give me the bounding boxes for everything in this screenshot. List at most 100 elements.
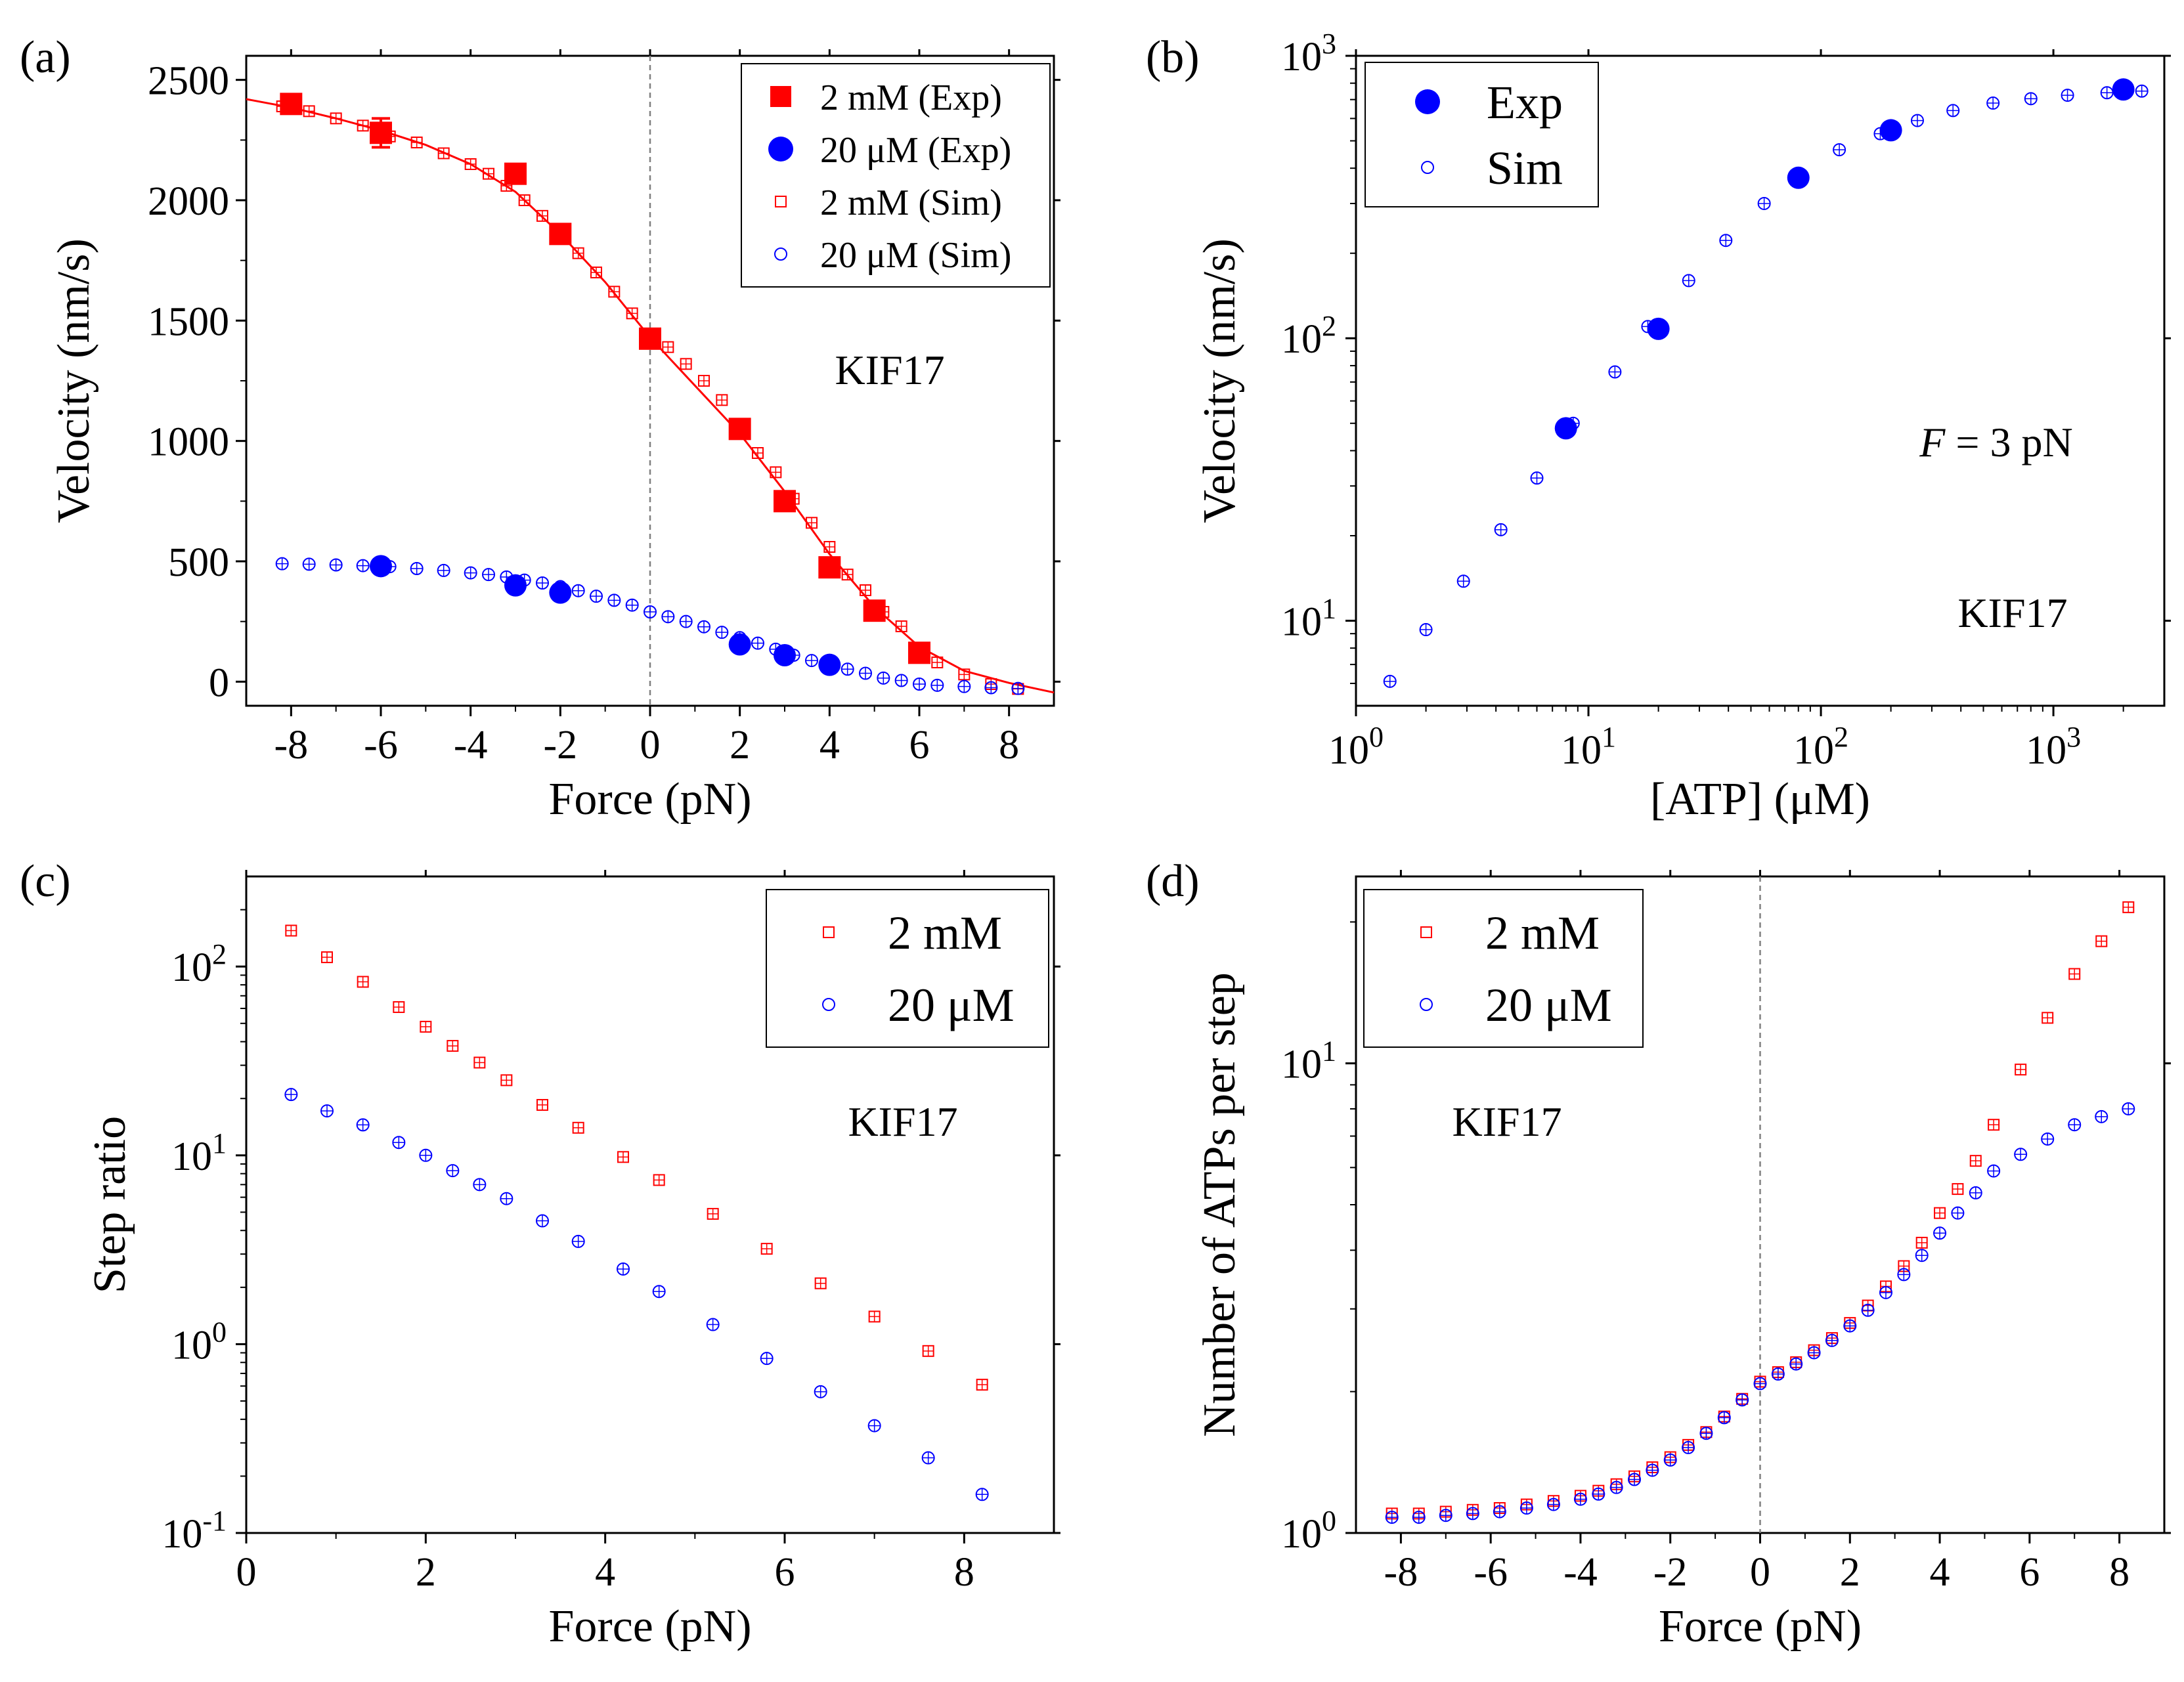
x-tick-label: 8 xyxy=(954,1550,974,1595)
data-point xyxy=(1825,1333,1839,1347)
data-point xyxy=(302,557,316,571)
y-tick-label: 103 xyxy=(1281,28,1336,79)
data-point xyxy=(805,654,818,668)
data-point xyxy=(1879,119,1902,142)
data-point xyxy=(280,93,303,116)
x-tick-label: 6 xyxy=(2019,1550,2040,1595)
legend-box xyxy=(1365,62,1599,207)
data-point xyxy=(1385,1511,1399,1524)
series-20-m xyxy=(284,1088,989,1501)
annotation-kif17: KIF17 xyxy=(848,1098,957,1145)
annotation-force: F = 3 pN xyxy=(1919,419,2072,465)
data-point xyxy=(868,1310,881,1323)
data-point xyxy=(728,418,751,441)
data-point xyxy=(608,286,621,298)
data-point xyxy=(500,1074,513,1087)
panel-label: (d) xyxy=(1146,856,1200,907)
series-20-m xyxy=(1385,1102,2135,1524)
data-point xyxy=(1646,1463,1659,1477)
data-point xyxy=(653,1174,665,1186)
legend-marker xyxy=(1420,926,1432,938)
y-tick-label-base: 10 xyxy=(1281,599,1322,644)
data-point xyxy=(2041,1132,2055,1146)
data-point xyxy=(1946,104,1960,118)
data-point xyxy=(1011,681,1025,695)
data-point xyxy=(662,341,674,353)
data-point xyxy=(2068,968,2081,980)
data-point xyxy=(1608,365,1622,379)
data-point xyxy=(1952,1183,1964,1196)
x-tick-label: 103 xyxy=(2026,721,2081,773)
y-tick-label-base: 10 xyxy=(162,1512,202,1557)
data-point xyxy=(625,598,639,612)
data-point xyxy=(818,556,841,579)
x-tick-label: -2 xyxy=(1653,1550,1688,1595)
y-tick-label: 1500 xyxy=(148,299,229,344)
data-point xyxy=(921,1451,935,1465)
x-tick-label: 4 xyxy=(819,723,840,767)
data-point xyxy=(483,167,494,180)
data-point xyxy=(867,1419,881,1433)
y-tick-label: 100 xyxy=(171,1316,227,1368)
data-point xyxy=(1494,523,1508,536)
annotation-force-value: = 3 pN xyxy=(1945,419,2072,465)
x-tick-label: 0 xyxy=(236,1550,257,1595)
data-point xyxy=(464,566,477,580)
data-point xyxy=(1789,1357,1803,1371)
legend-box xyxy=(741,63,1051,288)
legend-label: 2 mM xyxy=(1485,907,1600,959)
legend-marker xyxy=(1415,89,1440,114)
x-tick-label: 0 xyxy=(1750,1550,1770,1595)
legend-marker xyxy=(768,137,793,162)
data-point xyxy=(571,1234,585,1248)
x-tick-label: 2 xyxy=(730,723,750,767)
y-tick-label: 100 xyxy=(1281,1505,1336,1557)
y-tick-label: 102 xyxy=(1281,310,1336,362)
data-point xyxy=(984,681,998,695)
x-axis-title: Force (pN) xyxy=(1659,1601,1862,1652)
data-point xyxy=(859,666,872,680)
x-tick-label: 102 xyxy=(1793,721,1848,773)
data-point xyxy=(1988,1119,2000,1131)
data-point xyxy=(1833,143,1846,157)
data-point xyxy=(419,1148,433,1162)
data-point xyxy=(908,641,930,664)
data-point xyxy=(536,1098,548,1111)
data-point xyxy=(1771,1367,1785,1381)
data-point xyxy=(370,555,392,578)
data-point xyxy=(437,147,450,160)
data-point xyxy=(285,924,297,937)
x-tick-label: -6 xyxy=(1474,1550,1508,1595)
data-point xyxy=(863,599,886,622)
data-point xyxy=(1682,1440,1695,1454)
y-tick-label: 2000 xyxy=(148,179,229,224)
x-tick-label: 101 xyxy=(1561,721,1616,773)
x-axis-title: Force (pN) xyxy=(548,1601,751,1652)
data-point xyxy=(760,1243,773,1255)
data-point xyxy=(2112,78,2135,101)
data-point xyxy=(1933,1226,1947,1240)
data-point xyxy=(303,105,315,118)
data-point xyxy=(1969,1186,1982,1199)
data-point xyxy=(357,976,369,988)
data-point xyxy=(626,307,638,320)
data-point xyxy=(1951,1206,1965,1220)
data-point xyxy=(617,1262,630,1276)
data-point xyxy=(321,951,333,964)
legend-marker xyxy=(1420,998,1433,1011)
panel-a: (a) -8 -6 -4 -2 0 2 4 6 8 0 500 1000 1500 2000 2500 Forc… xyxy=(20,32,1060,825)
data-point xyxy=(644,605,657,618)
data-point xyxy=(770,466,782,479)
legend: 2 mM (Exp) 20 μM (Exp) 2 mM (Sim) 20 μM (Si… xyxy=(741,63,1051,288)
y-tick-label-exponent: 2 xyxy=(1322,310,1336,342)
series-2-mm-exp- xyxy=(280,93,930,664)
data-point xyxy=(392,1136,406,1150)
data-point xyxy=(975,1488,989,1501)
data-point xyxy=(536,1214,549,1228)
data-point xyxy=(1419,623,1433,637)
data-point xyxy=(639,327,661,350)
legend-label: 20 μM xyxy=(888,979,1015,1031)
